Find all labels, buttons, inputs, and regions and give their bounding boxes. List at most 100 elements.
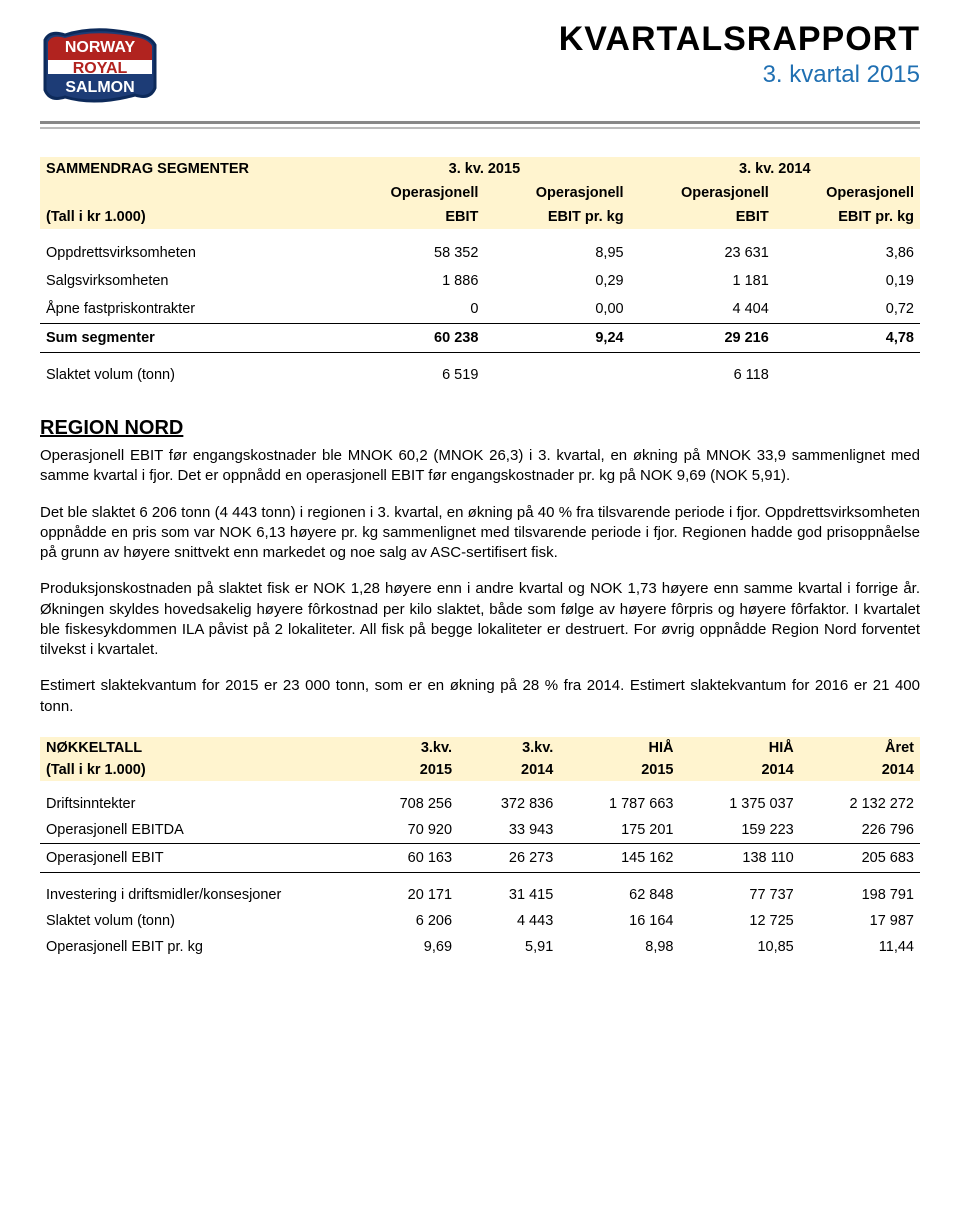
cell: 11,44 [800, 934, 920, 960]
cell: 6 206 [357, 908, 458, 934]
col-head: HIÅ [559, 737, 679, 759]
segment-header-row-2: Operasjonell Operasjonell Operasjonell O… [40, 181, 920, 205]
header-divider [40, 121, 920, 129]
col-head: 2015 [559, 759, 679, 781]
cell: 9,24 [484, 324, 629, 353]
report-subtitle: 3. kvartal 2015 [559, 61, 920, 89]
table-row: Slaktet volum (tonn) 6 206 4 443 16 164 … [40, 908, 920, 934]
cell: 8,95 [484, 239, 629, 267]
col-1a: Operasjonell [339, 181, 484, 205]
cell: 77 737 [680, 872, 800, 908]
cell: 138 110 [680, 843, 800, 872]
table-row: Åpne fastpriskontrakter 0 0,00 4 404 0,7… [40, 295, 920, 324]
col-head: 2014 [800, 759, 920, 781]
key-border-row: Operasjonell EBIT 60 163 26 273 145 162 … [40, 843, 920, 872]
segment-period-1: 3. kv. 2015 [339, 157, 629, 181]
segment-summary-table: SAMMENDRAG SEGMENTER 3. kv. 2015 3. kv. … [40, 157, 920, 387]
cell: 5,91 [458, 934, 559, 960]
body-paragraph: Det ble slaktet 6 206 tonn (4 443 tonn) … [40, 503, 920, 564]
col-head: 2014 [458, 759, 559, 781]
col-head: Året [800, 737, 920, 759]
cell: 226 796 [800, 817, 920, 844]
cell: 1 181 [630, 267, 775, 295]
cell: 9,69 [357, 934, 458, 960]
cell: 1 787 663 [559, 791, 679, 817]
key-table-subtitle: (Tall i kr 1.000) [40, 759, 357, 781]
cell [775, 353, 920, 388]
cell: 205 683 [800, 843, 920, 872]
cell: 29 216 [630, 324, 775, 353]
cell: 0,19 [775, 267, 920, 295]
col-4a: Operasjonell [775, 181, 920, 205]
cell: 0,29 [484, 267, 629, 295]
col-head: HIÅ [680, 737, 800, 759]
cell: 6 519 [339, 353, 484, 388]
cell: 10,85 [680, 934, 800, 960]
row-label: Investering i driftsmidler/konsesjoner [40, 872, 357, 908]
table-row: Investering i driftsmidler/konsesjoner 2… [40, 872, 920, 908]
cell: 145 162 [559, 843, 679, 872]
col-3a: Operasjonell [630, 181, 775, 205]
logo-text-3: SALMON [65, 79, 134, 96]
cell: 708 256 [357, 791, 458, 817]
cell: 159 223 [680, 817, 800, 844]
col-head: 2015 [357, 759, 458, 781]
col-4b: EBIT pr. kg [775, 205, 920, 229]
logo-text-2: ROYAL [73, 60, 128, 77]
table-row: Driftsinntekter 708 256 372 836 1 787 66… [40, 791, 920, 817]
cell: 2 132 272 [800, 791, 920, 817]
row-label: Salgsvirksomheten [40, 267, 339, 295]
row-label: Slaktet volum (tonn) [40, 908, 357, 934]
table-row: Operasjonell EBITDA 70 920 33 943 175 20… [40, 817, 920, 844]
company-logo: NORWAY ROYAL SALMON [40, 20, 160, 113]
col-head: 3.kv. [458, 737, 559, 759]
report-title: KVARTALSRAPPORT [559, 20, 920, 59]
cell: 33 943 [458, 817, 559, 844]
cell: 23 631 [630, 239, 775, 267]
cell: 60 163 [357, 843, 458, 872]
sum-label: Sum segmenter [40, 324, 339, 353]
table-row: Operasjonell EBIT pr. kg 9,69 5,91 8,98 … [40, 934, 920, 960]
cell: 175 201 [559, 817, 679, 844]
cell: 12 725 [680, 908, 800, 934]
key-figures-table: NØKKELTALL 3.kv. 3.kv. HIÅ HIÅ Året (Tal… [40, 737, 920, 960]
cell: 20 171 [357, 872, 458, 908]
cell: 8,98 [559, 934, 679, 960]
body-paragraph: Produksjonskostnaden på slaktet fisk er … [40, 579, 920, 660]
body-paragraph: Estimert slaktekvantum for 2015 er 23 00… [40, 676, 920, 717]
segment-header-row-1: SAMMENDRAG SEGMENTER 3. kv. 2015 3. kv. … [40, 157, 920, 181]
cell: 1 375 037 [680, 791, 800, 817]
section-heading: REGION NORD [40, 417, 920, 440]
segment-table-title: SAMMENDRAG SEGMENTER [40, 157, 339, 181]
segment-foot-row: Slaktet volum (tonn) 6 519 6 118 [40, 353, 920, 388]
cell: 60 238 [339, 324, 484, 353]
body-paragraph: Operasjonell EBIT før engangskostnader b… [40, 446, 920, 487]
col-2a: Operasjonell [484, 181, 629, 205]
cell: 4 443 [458, 908, 559, 934]
foot-label: Slaktet volum (tonn) [40, 353, 339, 388]
key-header-row-1: NØKKELTALL 3.kv. 3.kv. HIÅ HIÅ Året [40, 737, 920, 759]
cell: 3,86 [775, 239, 920, 267]
row-label: Åpne fastpriskontrakter [40, 295, 339, 324]
logo-svg: NORWAY ROYAL SALMON [40, 20, 160, 110]
cell: 62 848 [559, 872, 679, 908]
logo-text-1: NORWAY [65, 39, 136, 56]
cell: 0 [339, 295, 484, 324]
row-label: Oppdrettsvirksomheten [40, 239, 339, 267]
cell: 31 415 [458, 872, 559, 908]
col-3b: EBIT [630, 205, 775, 229]
cell: 0,00 [484, 295, 629, 324]
cell: 372 836 [458, 791, 559, 817]
cell: 4 404 [630, 295, 775, 324]
cell: 26 273 [458, 843, 559, 872]
col-1b: EBIT [339, 205, 484, 229]
col-head: 2014 [680, 759, 800, 781]
report-header: NORWAY ROYAL SALMON KVARTALSRAPPORT 3. k… [40, 20, 920, 113]
cell: 0,72 [775, 295, 920, 324]
key-header-row-2: (Tall i kr 1.000) 2015 2014 2015 2014 20… [40, 759, 920, 781]
segment-period-2: 3. kv. 2014 [630, 157, 920, 181]
row-label: Operasjonell EBIT pr. kg [40, 934, 357, 960]
segment-sum-row: Sum segmenter 60 238 9,24 29 216 4,78 [40, 324, 920, 353]
cell [484, 353, 629, 388]
row-label: Operasjonell EBITDA [40, 817, 357, 844]
